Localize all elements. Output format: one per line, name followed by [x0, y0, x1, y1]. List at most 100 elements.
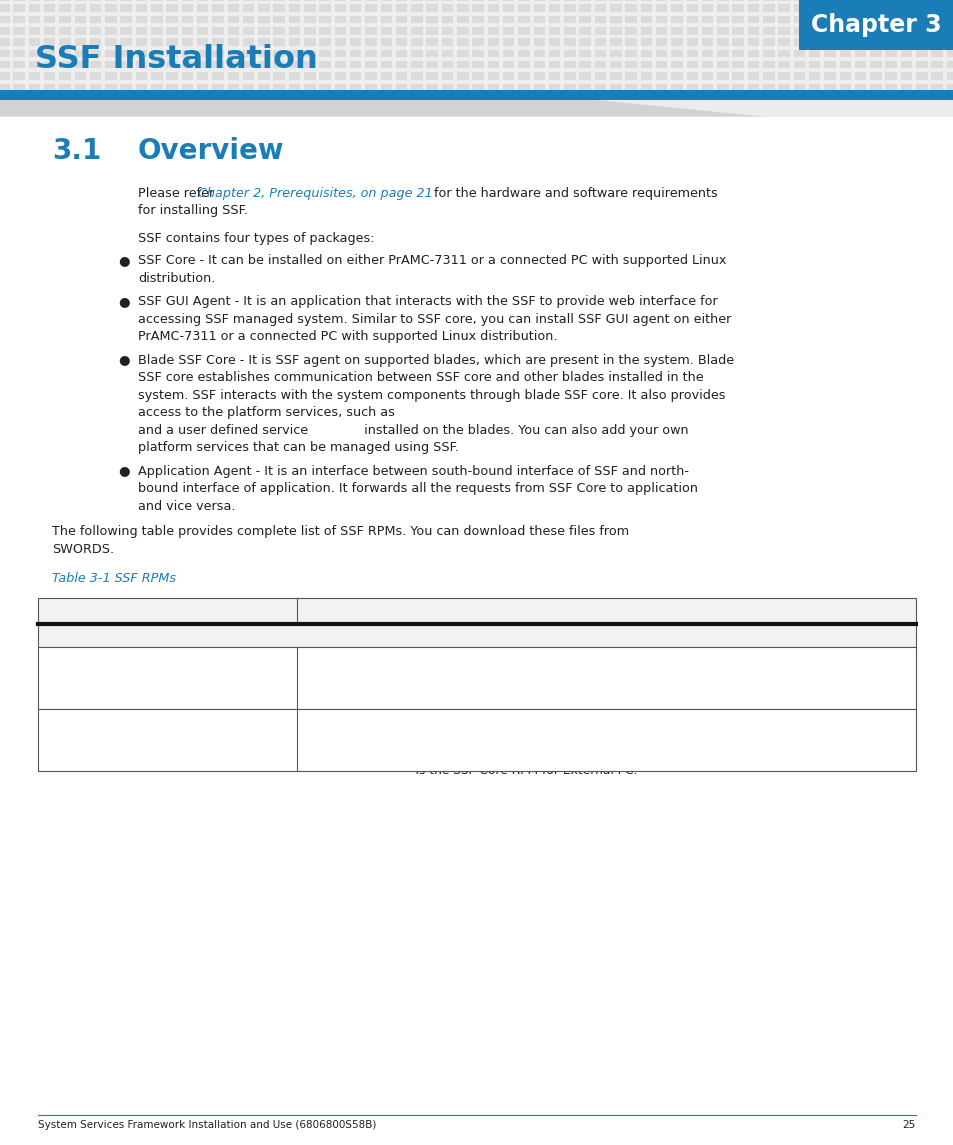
Bar — [945, 84, 953, 90]
Bar — [839, 38, 850, 46]
Bar — [823, 61, 835, 69]
Bar — [135, 27, 147, 34]
Bar — [823, 72, 835, 80]
Bar — [212, 27, 223, 34]
Text: Blade SSF Core - It is SSF agent on supported blades, which are present in the s: Blade SSF Core - It is SSF agent on supp… — [138, 354, 734, 366]
Bar — [900, 38, 911, 46]
Bar — [732, 5, 743, 11]
Bar — [548, 72, 559, 80]
Bar — [319, 84, 331, 90]
Bar — [0, 5, 10, 11]
Bar — [426, 5, 437, 11]
Bar — [59, 84, 71, 90]
Bar — [915, 49, 926, 57]
Bar — [869, 16, 881, 23]
Bar — [350, 16, 361, 23]
Bar — [854, 84, 865, 90]
Bar — [380, 27, 392, 34]
Bar — [656, 38, 667, 46]
Text: SSF Core - It can be installed on either PrAMC-7311 or a connected PC with suppo: SSF Core - It can be installed on either… — [138, 254, 725, 267]
Text: and vice versa.: and vice versa. — [138, 499, 235, 513]
Bar — [823, 38, 835, 46]
Bar — [900, 61, 911, 69]
Bar — [548, 49, 559, 57]
Bar — [732, 61, 743, 69]
Bar — [441, 38, 453, 46]
Bar — [395, 38, 407, 46]
Bar — [151, 38, 162, 46]
Bar — [38, 598, 915, 624]
Bar — [686, 61, 698, 69]
Bar — [411, 84, 422, 90]
Bar — [0, 27, 10, 34]
Bar — [74, 84, 86, 90]
Bar — [74, 38, 86, 46]
Bar — [762, 16, 774, 23]
Bar — [227, 38, 239, 46]
Bar — [778, 49, 789, 57]
Bar — [441, 27, 453, 34]
Bar — [548, 27, 559, 34]
Bar — [13, 84, 25, 90]
Bar — [395, 84, 407, 90]
Bar — [274, 16, 285, 23]
Bar — [350, 84, 361, 90]
Bar — [915, 61, 926, 69]
Bar — [594, 38, 605, 46]
Text: SSF interfaces and to interact with various applications. For: SSF interfaces and to interact with vari… — [307, 672, 672, 685]
Bar — [411, 27, 422, 34]
Text: SSF interfaces and to interact with various applications. For: SSF interfaces and to interact with vari… — [307, 734, 672, 747]
Text: SWORDS.: SWORDS. — [52, 543, 114, 555]
Bar — [289, 16, 300, 23]
Bar — [624, 16, 637, 23]
Bar — [181, 84, 193, 90]
Bar — [487, 72, 498, 80]
Bar — [594, 16, 605, 23]
Bar — [656, 5, 667, 11]
Bar — [0, 49, 10, 57]
Bar — [900, 72, 911, 80]
Bar — [517, 27, 529, 34]
Bar — [701, 5, 713, 11]
Bar — [884, 84, 896, 90]
Bar — [747, 38, 759, 46]
Bar — [258, 84, 270, 90]
Bar — [304, 27, 315, 34]
Bar — [426, 49, 437, 57]
Bar — [365, 16, 376, 23]
Bar — [793, 27, 804, 34]
Bar — [578, 72, 590, 80]
Bar — [808, 61, 820, 69]
Bar — [517, 38, 529, 46]
Bar — [135, 38, 147, 46]
Bar — [395, 49, 407, 57]
Text: distribution.: distribution. — [138, 271, 215, 284]
Bar — [548, 5, 559, 11]
Bar — [304, 72, 315, 80]
Bar — [656, 16, 667, 23]
Bar — [747, 5, 759, 11]
Bar — [869, 84, 881, 90]
Bar — [0, 100, 953, 117]
Bar — [609, 5, 620, 11]
Bar — [181, 16, 193, 23]
Text: system. SSF interacts with the system components through blade SSF core. It also: system. SSF interacts with the system co… — [138, 388, 724, 402]
Bar — [105, 38, 116, 46]
Bar — [319, 72, 331, 80]
Bar — [304, 16, 315, 23]
Bar — [350, 38, 361, 46]
Bar — [671, 16, 682, 23]
Bar — [227, 49, 239, 57]
Bar — [44, 38, 55, 46]
Bar — [135, 49, 147, 57]
Bar — [29, 27, 40, 34]
Bar — [212, 61, 223, 69]
Bar — [533, 72, 544, 80]
Bar — [166, 5, 177, 11]
Bar — [441, 84, 453, 90]
Bar — [701, 38, 713, 46]
Bar — [13, 27, 25, 34]
Bar — [869, 5, 881, 11]
Bar — [181, 61, 193, 69]
Bar — [778, 27, 789, 34]
